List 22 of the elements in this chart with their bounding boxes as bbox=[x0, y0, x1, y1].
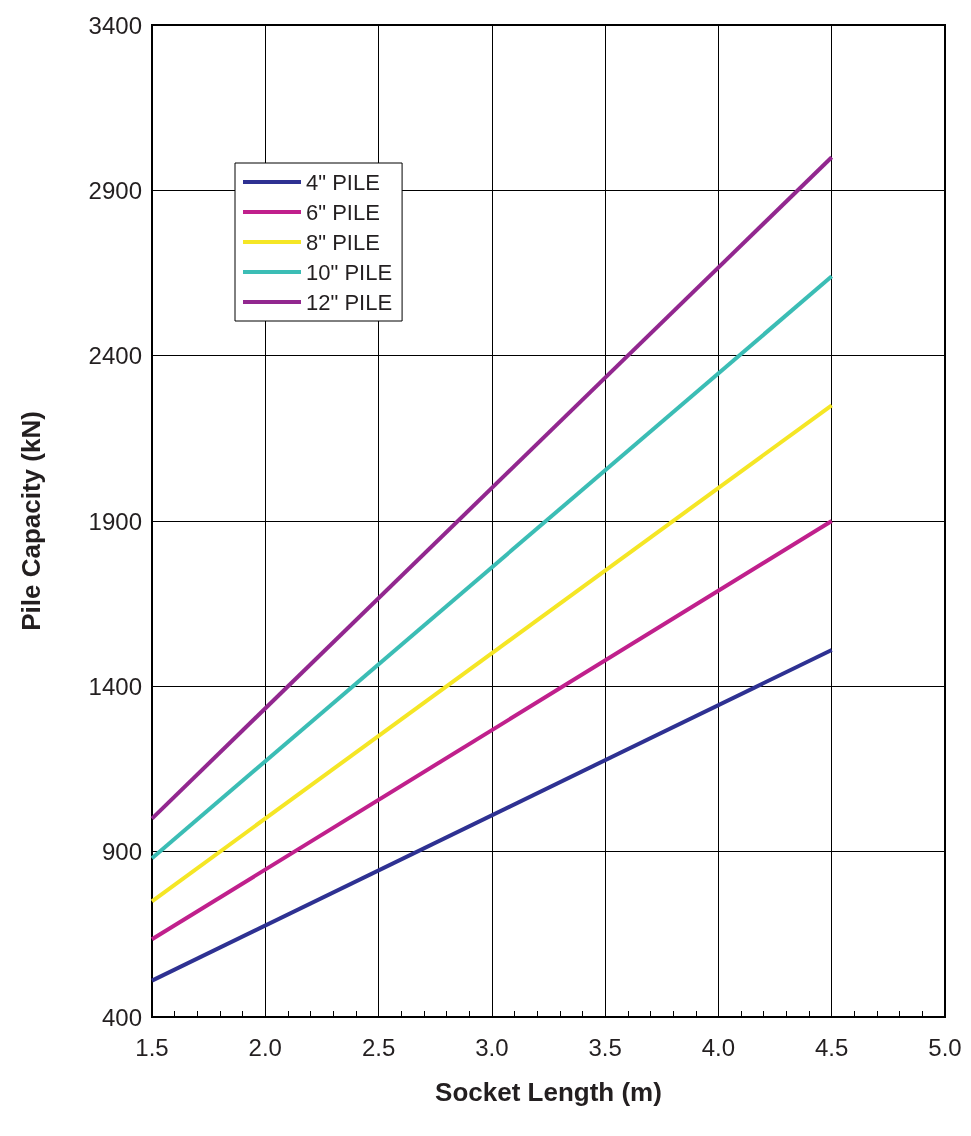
y-tick-label: 2900 bbox=[88, 176, 142, 204]
x-tick-label: 3.5 bbox=[588, 1033, 622, 1061]
x-tick-label: 1.5 bbox=[135, 1033, 169, 1061]
y-tick-label: 1400 bbox=[88, 672, 142, 700]
y-tick-label: 1900 bbox=[88, 507, 142, 535]
y-axis-title: Pile Capacity (kN) bbox=[16, 411, 46, 631]
x-tick-label: 5.0 bbox=[928, 1033, 962, 1061]
y-tick-label: 400 bbox=[101, 1003, 142, 1031]
y-tick-label: 900 bbox=[101, 838, 142, 866]
y-tick-label: 2400 bbox=[88, 342, 142, 370]
legend-label: 12" PILE bbox=[306, 289, 393, 315]
x-tick-label: 3.0 bbox=[475, 1033, 509, 1061]
x-axis-title: Socket Length (m) bbox=[435, 1077, 662, 1107]
legend-label: 4" PILE bbox=[306, 169, 380, 195]
legend-label: 6" PILE bbox=[306, 199, 380, 225]
x-tick-label: 4.0 bbox=[701, 1033, 736, 1061]
y-tick-label: 3400 bbox=[88, 11, 142, 39]
legend-label: 8" PILE bbox=[306, 229, 380, 255]
x-tick-label: 2.5 bbox=[361, 1033, 396, 1061]
legend-label: 10" PILE bbox=[306, 259, 393, 285]
x-tick-label: 4.5 bbox=[815, 1033, 849, 1061]
x-tick-label: 2.0 bbox=[248, 1033, 282, 1061]
